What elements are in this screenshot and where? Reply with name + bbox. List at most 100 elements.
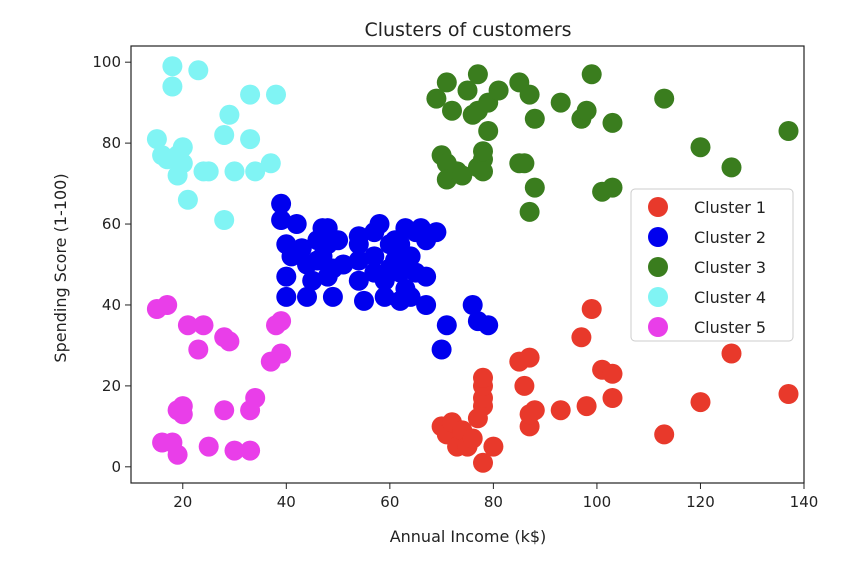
point-cluster-3 bbox=[524, 177, 545, 198]
x-tick-label: 60 bbox=[380, 493, 399, 511]
point-cluster-2 bbox=[369, 214, 390, 234]
point-cluster-2 bbox=[364, 246, 385, 267]
point-cluster-2 bbox=[416, 266, 437, 287]
x-tick-label: 40 bbox=[277, 493, 296, 511]
point-cluster-4 bbox=[162, 56, 183, 77]
y-tick-label: 0 bbox=[111, 458, 121, 476]
point-cluster-3 bbox=[778, 121, 799, 141]
point-cluster-2 bbox=[354, 290, 374, 311]
point-cluster-4 bbox=[266, 84, 286, 105]
point-cluster-2 bbox=[297, 286, 317, 307]
points-layer bbox=[146, 56, 799, 473]
point-cluster-2 bbox=[276, 266, 297, 287]
point-cluster-5 bbox=[172, 404, 193, 425]
chart-title: Clusters of customers bbox=[364, 19, 571, 41]
point-cluster-1 bbox=[462, 428, 483, 449]
point-cluster-5 bbox=[177, 315, 198, 336]
legend-items: Cluster 1 Cluster 2 Cluster 3 Cluster 4 Clus… bbox=[648, 197, 766, 337]
point-cluster-3 bbox=[467, 64, 488, 85]
point-cluster-2 bbox=[291, 238, 312, 259]
point-cluster-4 bbox=[240, 84, 261, 105]
point-cluster-3 bbox=[690, 137, 711, 158]
point-cluster-1 bbox=[602, 388, 623, 408]
legend-box bbox=[630, 188, 794, 342]
x-tick-label: 80 bbox=[484, 493, 503, 511]
point-cluster-4 bbox=[177, 189, 198, 210]
legend-label-cluster-2: Cluster 2 bbox=[694, 228, 766, 247]
point-cluster-2 bbox=[348, 270, 369, 291]
point-cluster-2 bbox=[431, 339, 452, 360]
point-cluster-1 bbox=[778, 384, 799, 404]
point-cluster-2 bbox=[400, 246, 421, 267]
point-cluster-5 bbox=[193, 315, 214, 336]
x-tick-label: 120 bbox=[686, 493, 715, 511]
point-cluster-3 bbox=[436, 72, 457, 93]
point-cluster-3 bbox=[602, 177, 623, 198]
point-cluster-3 bbox=[519, 84, 540, 105]
point-cluster-2 bbox=[436, 315, 457, 336]
point-cluster-2 bbox=[478, 315, 499, 336]
y-axis: 0 20 40 60 80 100 bbox=[92, 53, 131, 476]
point-cluster-3 bbox=[473, 161, 493, 182]
y-tick-label: 100 bbox=[92, 53, 121, 71]
point-cluster-4 bbox=[162, 76, 183, 97]
point-cluster-3 bbox=[721, 157, 742, 178]
point-cluster-5 bbox=[157, 295, 178, 315]
point-cluster-2 bbox=[400, 286, 421, 307]
point-cluster-5 bbox=[219, 331, 240, 352]
point-cluster-2 bbox=[348, 234, 369, 255]
point-cluster-3 bbox=[524, 108, 545, 129]
legend-label-cluster-3: Cluster 3 bbox=[694, 258, 766, 277]
legend-label-cluster-5: Cluster 5 bbox=[694, 318, 766, 337]
point-cluster-2 bbox=[286, 214, 307, 234]
point-cluster-5 bbox=[224, 440, 245, 461]
point-cluster-2 bbox=[276, 286, 297, 307]
y-tick-label: 20 bbox=[102, 377, 121, 395]
y-tick-label: 80 bbox=[102, 134, 121, 152]
x-tick-label: 140 bbox=[790, 493, 819, 511]
point-cluster-4 bbox=[172, 153, 193, 174]
point-cluster-2 bbox=[426, 222, 447, 243]
x-tick-label: 20 bbox=[173, 493, 192, 511]
point-cluster-5 bbox=[188, 339, 209, 360]
point-cluster-2 bbox=[271, 210, 292, 230]
point-cluster-1 bbox=[581, 299, 602, 319]
point-cluster-5 bbox=[198, 436, 219, 457]
point-cluster-5 bbox=[271, 343, 292, 364]
point-cluster-4 bbox=[240, 129, 261, 150]
point-cluster-4 bbox=[198, 161, 219, 182]
point-cluster-1 bbox=[473, 452, 493, 473]
point-cluster-5 bbox=[240, 440, 261, 461]
point-cluster-2 bbox=[416, 295, 437, 315]
x-axis-label: Annual Income (k$) bbox=[390, 527, 547, 546]
point-cluster-4 bbox=[188, 60, 209, 81]
point-cluster-2 bbox=[302, 270, 323, 291]
point-cluster-1 bbox=[690, 392, 711, 413]
legend-label-cluster-4: Cluster 4 bbox=[694, 288, 766, 307]
point-cluster-3 bbox=[576, 100, 597, 121]
plot-area-frame bbox=[130, 45, 805, 484]
point-cluster-1 bbox=[483, 436, 504, 457]
legend-label-cluster-1: Cluster 1 bbox=[694, 198, 766, 217]
legend-marker-cluster-1 bbox=[648, 197, 668, 217]
point-cluster-2 bbox=[328, 230, 349, 251]
point-cluster-4 bbox=[214, 210, 235, 230]
legend-marker-cluster-2 bbox=[648, 227, 668, 247]
point-cluster-1 bbox=[576, 396, 597, 417]
point-cluster-2 bbox=[333, 254, 354, 275]
point-cluster-2 bbox=[462, 295, 483, 315]
y-axis-label: Spending Score (1-100) bbox=[51, 173, 70, 362]
point-cluster-1 bbox=[524, 400, 545, 421]
point-cluster-4 bbox=[172, 137, 193, 158]
legend-marker-cluster-5 bbox=[648, 317, 668, 337]
point-cluster-3 bbox=[550, 92, 571, 113]
point-cluster-3 bbox=[452, 165, 473, 186]
point-cluster-1 bbox=[550, 400, 571, 421]
point-cluster-5 bbox=[245, 388, 266, 408]
x-axis: 20 40 60 80 100 120 140 bbox=[173, 483, 818, 511]
point-cluster-2 bbox=[374, 286, 395, 307]
point-cluster-1 bbox=[721, 343, 742, 364]
point-cluster-1 bbox=[473, 367, 493, 388]
x-tick-label: 100 bbox=[583, 493, 612, 511]
